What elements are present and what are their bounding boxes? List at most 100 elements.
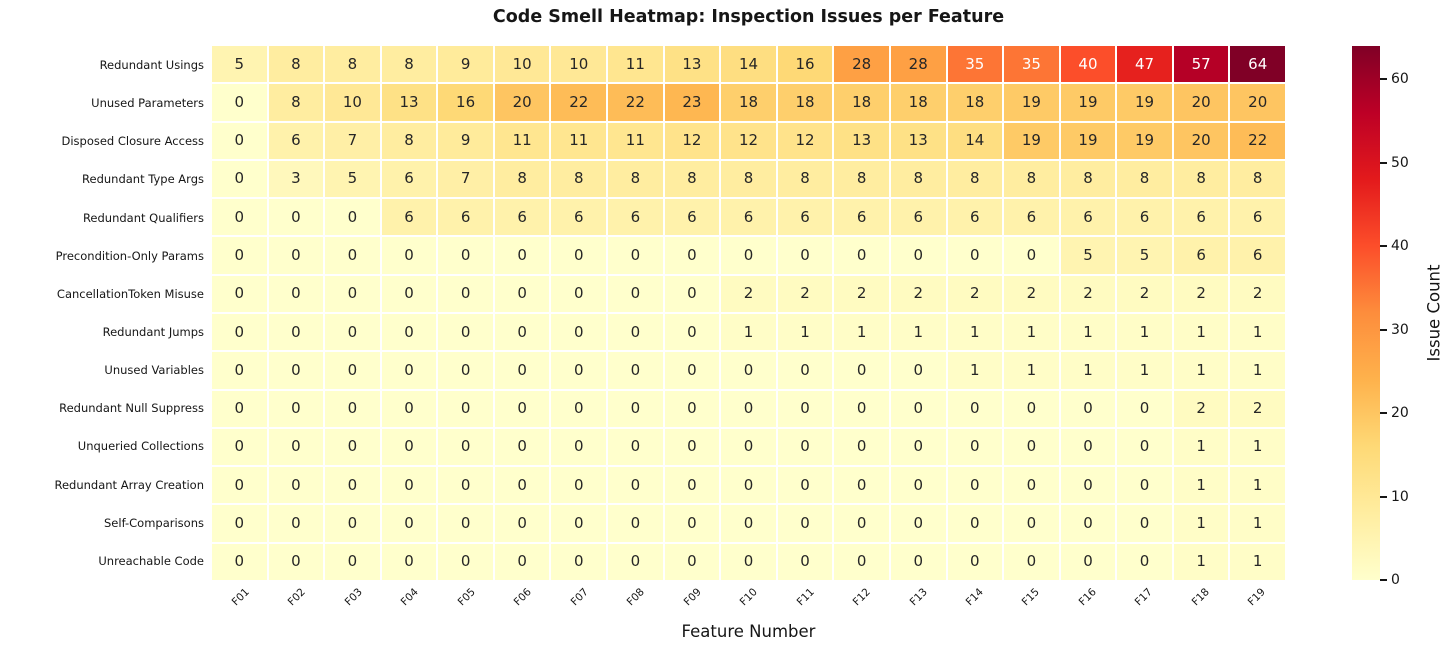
heatmap-cell: 0 [438, 352, 493, 389]
heatmap-cell: 1 [947, 313, 1003, 351]
heatmap-cell: 0 [381, 390, 437, 427]
heatmap-cell: 0 [664, 543, 720, 580]
heatmap-cell: 0 [664, 428, 720, 466]
heatmap-cell: 16 [777, 46, 833, 83]
heatmap-cell: 0 [890, 543, 946, 580]
heatmap-cell: 6 [777, 199, 833, 236]
heatmap-cell: 8 [1230, 160, 1285, 198]
heatmap-cell: 8 [1060, 160, 1116, 198]
heatmap-cell: 0 [608, 275, 663, 312]
heatmap-cell: 0 [551, 237, 607, 274]
heatmap-cell: 2 [834, 275, 889, 312]
heatmap-cell: 18 [947, 84, 1003, 121]
heatmap-cell: 0 [947, 390, 1003, 427]
colorbar-tick-mark [1380, 579, 1387, 581]
colorbar-tick-mark [1380, 412, 1387, 415]
heatmap-cell: 0 [551, 275, 607, 312]
heatmap-cell: 14 [947, 122, 1003, 159]
heatmap-cell: 0 [551, 543, 607, 580]
heatmap-cell: 0 [1060, 428, 1116, 466]
heatmap-cell: 19 [1004, 122, 1059, 159]
y-tick-label: Unreachable Code [98, 553, 204, 568]
heatmap-cell: 0 [381, 505, 437, 542]
heatmap-cell: 11 [608, 46, 663, 83]
heatmap-cell: 13 [890, 122, 946, 159]
heatmap-cell: 0 [1117, 428, 1172, 466]
heatmap-cell: 8 [381, 122, 437, 159]
heatmap-cell: 0 [664, 390, 720, 427]
heatmap-cell: 0 [212, 352, 267, 389]
x-tick-label: F19 [1246, 586, 1269, 609]
heatmap-cell: 0 [212, 84, 267, 121]
heatmap-cell: 47 [1117, 46, 1172, 83]
heatmap-cell: 0 [551, 505, 607, 542]
heatmap-cell: 0 [268, 237, 324, 274]
heatmap-cell: 8 [890, 160, 946, 198]
x-tick-label: F15 [1020, 586, 1043, 609]
heatmap-cell: 2 [1004, 275, 1059, 312]
y-tick-label: Disposed Closure Access [61, 134, 204, 149]
heatmap-cell: 19 [1060, 122, 1116, 159]
heatmap-cell: 0 [608, 313, 663, 351]
x-tick-label: F04 [398, 586, 422, 609]
heatmap-cell: 5 [325, 160, 380, 198]
heatmap-cell: 0 [551, 467, 607, 504]
heatmap-cell: 0 [721, 543, 776, 580]
heatmap-cell: 0 [381, 352, 437, 389]
heatmap-cell: 5 [212, 46, 267, 83]
x-tick-label: F02 [285, 586, 309, 609]
heatmap-cell: 2 [721, 275, 776, 312]
heatmap-cell: 0 [1060, 467, 1116, 504]
heatmap-cell: 10 [494, 46, 550, 83]
heatmap-cell: 0 [1004, 237, 1059, 274]
x-tick-label: F06 [511, 586, 535, 609]
x-tick-label: F18 [1189, 586, 1212, 609]
x-tick-label: F09 [681, 586, 704, 609]
heatmap-cell: 6 [1230, 199, 1285, 236]
heatmap-cell: 5 [1117, 237, 1172, 274]
colorbar-title: Issue Count [1424, 264, 1444, 362]
heatmap-cell: 0 [494, 467, 550, 504]
heatmap-cell: 0 [551, 390, 607, 427]
heatmap-cell: 1 [834, 313, 889, 351]
y-tick-label: Unused Variables [104, 363, 204, 378]
heatmap-cell: 6 [721, 199, 776, 236]
y-tick-label: CancellationToken Misuse [56, 286, 204, 301]
heatmap-cell: 11 [494, 122, 550, 159]
heatmap-cell: 6 [494, 199, 550, 236]
heatmap-cell: 0 [438, 428, 493, 466]
heatmap-cell: 1 [1230, 352, 1285, 389]
heatmap-cell: 0 [890, 467, 946, 504]
heatmap-cell: 0 [1117, 390, 1172, 427]
heatmap-cell: 9 [438, 46, 493, 83]
heatmap-cell: 2 [1060, 275, 1116, 312]
heatmap-cell: 1 [947, 352, 1003, 389]
colorbar-gradient [1352, 46, 1380, 580]
heatmap-cell: 0 [212, 543, 267, 580]
heatmap-cell: 0 [268, 543, 324, 580]
heatmap-cell: 0 [212, 199, 267, 236]
heatmap-cell: 19 [1117, 122, 1172, 159]
heatmap-cell: 0 [212, 160, 267, 198]
heatmap-cell: 0 [268, 199, 324, 236]
heatmap-cell: 0 [1060, 543, 1116, 580]
heatmap-cell: 0 [212, 428, 267, 466]
heatmap-cell: 0 [947, 237, 1003, 274]
heatmap-cell: 2 [1117, 275, 1172, 312]
colorbar-tick-label: 0 [1391, 572, 1400, 588]
colorbar-tick-label: 40 [1391, 238, 1409, 255]
heatmap-cell: 20 [1173, 122, 1229, 159]
heatmap-cell: 0 [325, 237, 380, 274]
heatmap-cell: 0 [721, 505, 776, 542]
heatmap-cell: 0 [721, 237, 776, 274]
heatmap-cell: 2 [1230, 275, 1285, 312]
heatmap-cell: 0 [890, 428, 946, 466]
heatmap-cell: 0 [438, 313, 493, 351]
heatmap-cell: 0 [381, 543, 437, 580]
heatmap-cell: 11 [551, 122, 607, 159]
y-tick-label: Redundant Type Args [82, 172, 204, 187]
heatmap-cell: 0 [777, 390, 833, 427]
heatmap-cell: 0 [1004, 505, 1059, 542]
colorbar-tick-label: 60 [1391, 71, 1409, 88]
heatmap-cell: 0 [777, 237, 833, 274]
